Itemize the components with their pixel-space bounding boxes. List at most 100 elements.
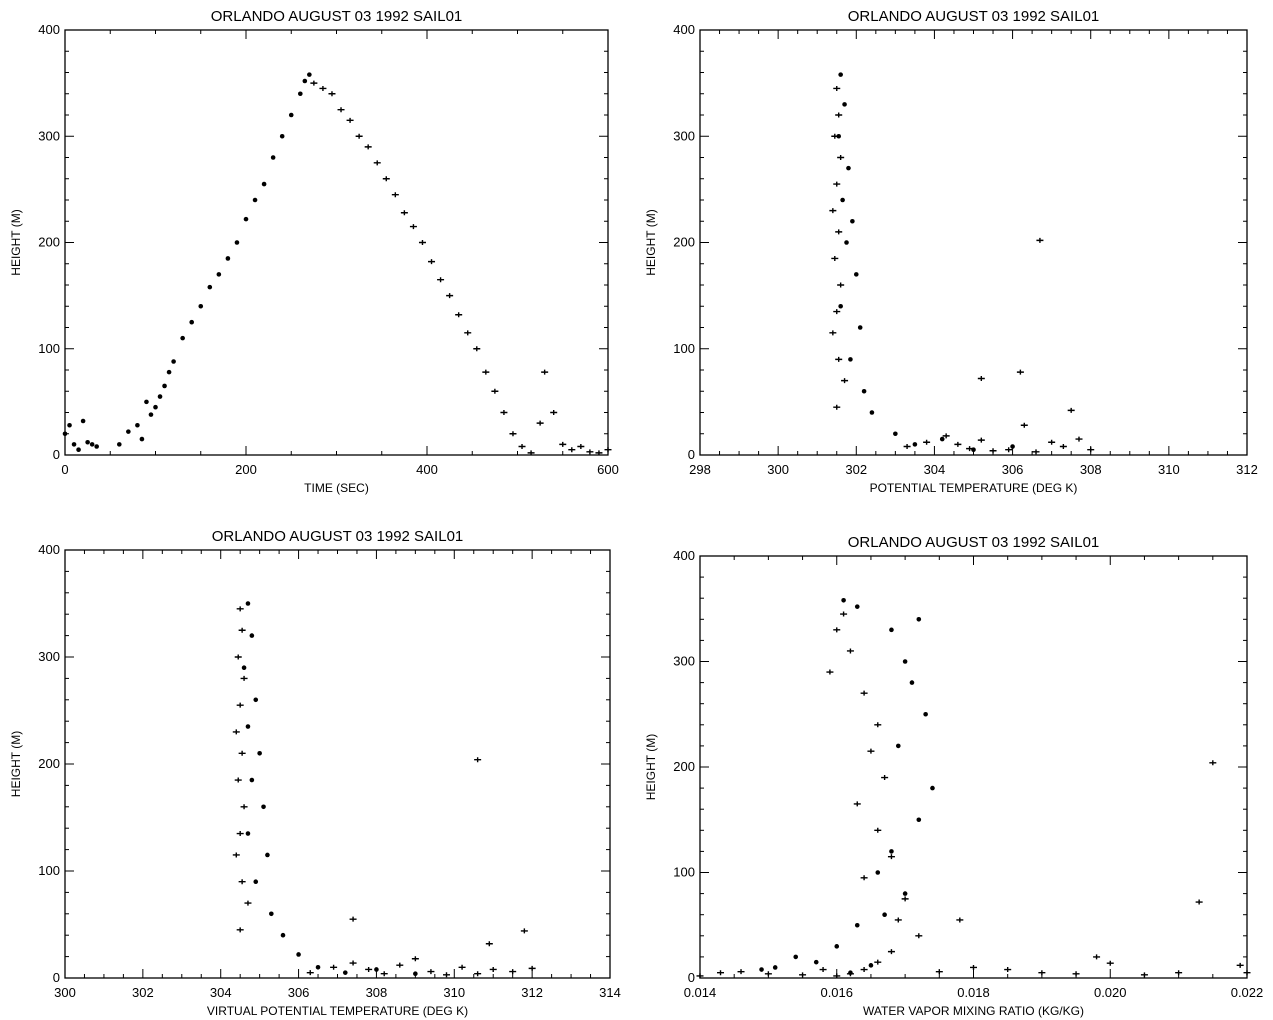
data-point-dot [861,388,867,394]
data-point-plus [319,85,327,91]
data-point-dot [930,785,935,791]
data-point-plus [829,330,837,336]
data-point-plus [1243,970,1251,976]
data-point-plus [306,970,314,976]
data-point-dot [902,659,908,664]
data-point-dot [869,410,875,415]
data-point-plus [1175,970,1183,976]
data-point-plus [1087,447,1095,453]
data-point-dot [245,601,251,606]
data-point-plus [418,240,426,245]
data-point-dot [759,967,764,972]
data-point-dot [265,852,270,858]
y-tick-label: 200 [673,759,695,774]
x-tick-label: 310 [443,985,465,1000]
y-tick-label: 0 [688,447,695,462]
data-point-dot [793,954,799,960]
data-point-dot [916,817,922,823]
y-tick-label: 100 [38,341,60,356]
data-point-plus [923,439,931,445]
y-axis-label: HEIGHT (M) [9,209,23,275]
data-point-dot [844,240,849,245]
x-tick-label: 302 [845,462,867,477]
data-point-plus [860,875,868,881]
data-point-dot [126,429,131,434]
data-point-plus [518,444,526,449]
data-point-dot [207,284,213,290]
data-point-plus [380,971,388,977]
y-tick-label: 300 [673,128,695,143]
data-point-dot [144,399,149,405]
data-point-plus [887,854,895,860]
data-point-dot [261,804,266,810]
data-point-plus [349,960,357,966]
data-point-plus [867,748,875,754]
data-point-plus [396,962,404,968]
data-point-plus [520,928,528,934]
data-point-dot [153,404,158,410]
chart-title: ORLANDO AUGUST 03 1992 SAIL01 [211,8,463,25]
data-point-dot [252,197,258,203]
x-tick-label: 314 [599,985,621,1000]
data-point-plus [527,450,535,456]
data-point-plus [458,964,466,970]
y-tick-label: 300 [38,128,60,143]
x-tick-label: 302 [132,985,154,1000]
data-point-plus [482,369,490,375]
y-tick-label: 400 [38,22,60,37]
data-point-plus [244,900,252,906]
data-point-dot [923,711,928,717]
data-point-dot [166,369,172,375]
data-point-plus [837,155,845,160]
data-point-dot [85,439,90,445]
data-point-plus [835,356,843,362]
data-point-plus [970,964,977,970]
data-point-plus [541,369,549,375]
data-point-dot [840,197,845,203]
data-point-plus [1072,971,1080,977]
data-point-plus [833,181,841,187]
data-point-plus [236,606,244,612]
y-tick-label: 400 [673,548,695,563]
data-point-plus [349,916,357,922]
data-point-plus [428,259,436,265]
data-point-plus [860,690,868,696]
data-point-plus [1140,972,1148,978]
data-point-dot [854,604,860,609]
data-point-plus [355,133,363,139]
data-point-dot [80,418,86,424]
data-point-dot [834,944,840,949]
data-point-plus [310,80,318,86]
chart-title: ORLANDO AUGUST 03 1992 SAIL01 [212,528,464,545]
data-point-dot [868,963,874,968]
data-point-plus [833,85,841,91]
data-point-dot [279,133,285,139]
data-point-plus [365,966,373,972]
data-point-plus [1067,407,1075,413]
data-point-plus [853,801,861,807]
x-tick-label: 304 [924,462,946,477]
data-point-plus [446,293,454,299]
data-point-plus [1236,962,1244,968]
data-point-plus [238,627,246,633]
data-point-plus [935,969,943,975]
x-tick-label: 0.020 [1094,985,1127,1000]
chart-title: ORLANDO AUGUST 03 1992 SAIL01 [848,8,1100,25]
data-point-plus [831,133,839,139]
x-axis-label: POTENTIAL TEMPERATURE (DEG K) [870,481,1078,495]
data-point-plus [464,330,472,336]
data-point-plus [1195,899,1203,905]
data-point-dot [148,412,154,417]
data-point-dot [889,627,894,633]
data-point-plus [400,210,408,216]
data-point-dot [848,357,853,362]
panel-height-vs-virtual-potential-temperature: ORLANDO AUGUST 03 1992 SAIL01 VIRTUAL POT… [9,528,621,1018]
data-point-dot [280,932,286,938]
data-point-dot [171,359,176,364]
x-tick-label: 312 [1236,462,1258,477]
data-point-dot [298,91,303,97]
data-point-plus [240,804,248,810]
data-point-plus [474,971,482,977]
data-point-plus [491,388,499,394]
data-point-plus [717,970,725,976]
